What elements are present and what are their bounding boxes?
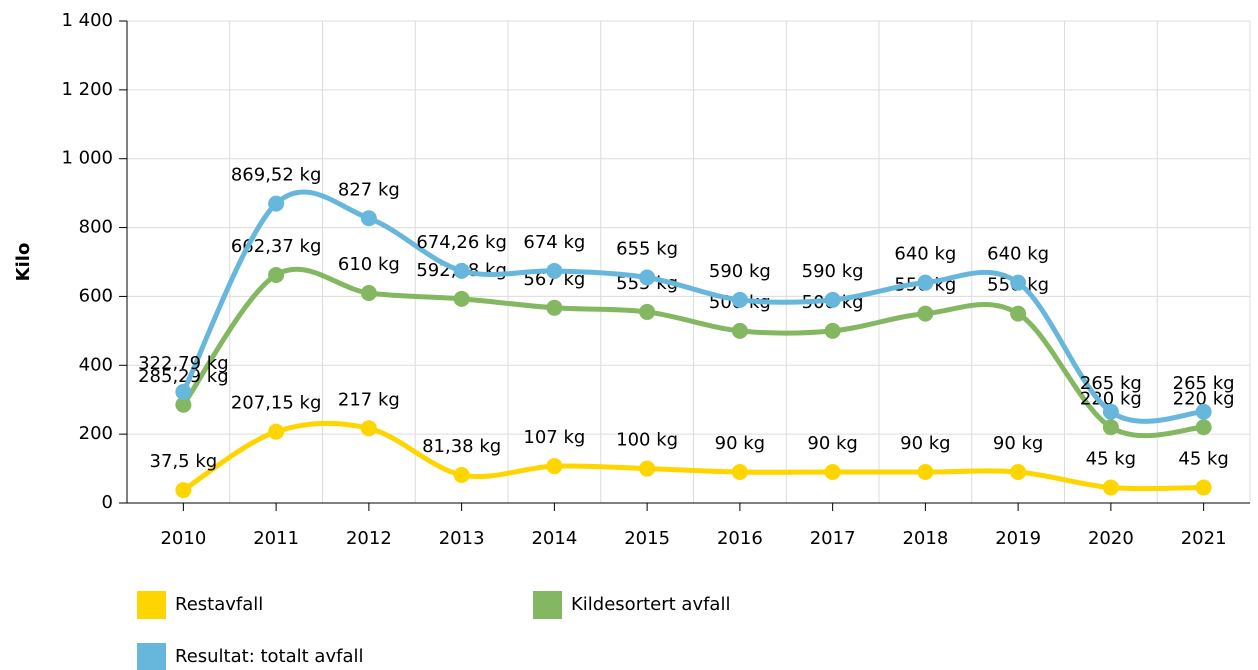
x-tick-label: 2014 <box>531 528 577 549</box>
marker <box>824 322 841 339</box>
data-label: 869,52 kg <box>231 165 322 186</box>
data-label: 827 kg <box>338 179 400 200</box>
marker <box>639 303 656 320</box>
data-label: 90 kg <box>807 433 857 454</box>
marker <box>546 299 563 316</box>
y-tick-label: 1 400 <box>61 10 113 31</box>
y-tick-label: 400 <box>79 354 113 375</box>
data-label: 590 kg <box>709 261 771 282</box>
marker <box>268 423 285 440</box>
data-label: 322,79 kg <box>138 353 229 374</box>
marker <box>917 274 934 291</box>
marker <box>1195 403 1212 420</box>
marker <box>824 291 841 308</box>
x-tick-label: 2015 <box>624 528 670 549</box>
y-axis-title: Kilo <box>13 243 34 282</box>
marker <box>268 195 285 212</box>
marker <box>1195 419 1212 436</box>
marker <box>1010 305 1027 322</box>
data-label: 662,37 kg <box>231 236 322 257</box>
data-label: 590 kg <box>802 261 864 282</box>
marker <box>453 262 470 279</box>
y-tick-label: 1 200 <box>61 79 113 100</box>
legend-label: Resultat: totalt avfall <box>175 646 363 667</box>
marker <box>268 266 285 283</box>
x-tick-label: 2021 <box>1181 528 1227 549</box>
legend-swatch <box>137 643 166 670</box>
marker <box>360 420 377 437</box>
y-tick-label: 200 <box>79 423 113 444</box>
marker <box>917 305 934 322</box>
marker <box>824 464 841 481</box>
data-label: 674 kg <box>523 232 585 253</box>
data-label: 265 kg <box>1173 373 1235 394</box>
marker <box>1102 479 1119 496</box>
line <box>181 189 1204 424</box>
x-tick-label: 2013 <box>439 528 485 549</box>
marker <box>546 458 563 475</box>
legend-swatch <box>137 591 166 619</box>
marker <box>639 460 656 477</box>
data-label: 81,38 kg <box>422 436 501 457</box>
data-label: 610 kg <box>338 254 400 275</box>
marker <box>453 290 470 307</box>
data-label: 45 kg <box>1178 449 1228 470</box>
data-label: 674,26 kg <box>416 232 507 253</box>
x-tick-label: 2016 <box>717 528 763 549</box>
marker <box>360 284 377 301</box>
data-label: 265 kg <box>1080 373 1142 394</box>
x-tick-label: 2011 <box>253 528 299 549</box>
data-label: 285,29 kg <box>138 366 229 387</box>
y-tick-label: 800 <box>79 217 113 238</box>
marker <box>1010 464 1027 481</box>
data-label: 45 kg <box>1086 449 1136 470</box>
data-label: 90 kg <box>900 433 950 454</box>
x-tick-label: 2017 <box>810 528 856 549</box>
marker <box>175 396 192 413</box>
data-label: 217 kg <box>338 389 400 410</box>
data-label: 640 kg <box>894 244 956 265</box>
data-label: 207,15 kg <box>231 393 322 414</box>
marker <box>731 322 748 339</box>
data-label: 640 kg <box>987 244 1049 265</box>
marker <box>546 262 563 279</box>
marker <box>1102 403 1119 420</box>
legend-label: Restavfall <box>175 594 263 615</box>
legend-label: Kildesortert avfall <box>571 594 730 615</box>
data-label: 220 kg <box>1173 388 1235 409</box>
marker <box>360 210 377 227</box>
y-tick-label: 600 <box>79 285 113 306</box>
x-tick-label: 2012 <box>346 528 392 549</box>
legend-swatch <box>533 591 562 619</box>
marker <box>639 269 656 286</box>
data-label: 107 kg <box>523 427 585 448</box>
x-tick-label: 2020 <box>1088 528 1134 549</box>
marker <box>175 482 192 499</box>
marker <box>453 466 470 483</box>
data-label: 90 kg <box>993 433 1043 454</box>
marker <box>1102 419 1119 436</box>
marker <box>1195 479 1212 496</box>
data-label: 567 kg <box>523 269 585 290</box>
x-tick-label: 2019 <box>995 528 1041 549</box>
marker <box>917 464 934 481</box>
data-label: 37,5 kg <box>150 451 218 472</box>
x-tick-label: 2010 <box>160 528 206 549</box>
data-label: 90 kg <box>715 433 765 454</box>
marker <box>175 383 192 400</box>
marker <box>731 464 748 481</box>
marker <box>731 291 748 308</box>
data-label: 655 kg <box>616 238 678 259</box>
y-tick-label: 1 000 <box>61 148 113 169</box>
y-tick-label: 0 <box>102 492 113 513</box>
x-tick-label: 2018 <box>902 528 948 549</box>
data-label: 100 kg <box>616 430 678 451</box>
line <box>181 266 1204 439</box>
marker <box>1010 274 1027 291</box>
